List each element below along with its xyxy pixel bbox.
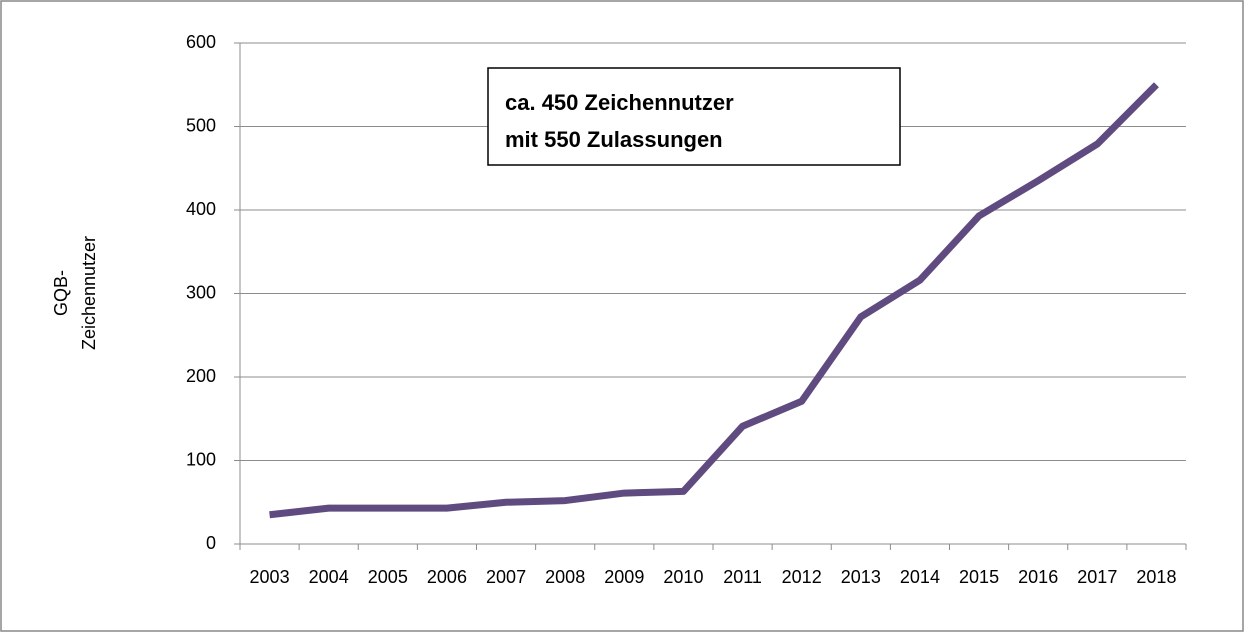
line-series bbox=[269, 82, 1159, 519]
x-tick-label: 2016 bbox=[1018, 567, 1058, 587]
x-tick-label: 2006 bbox=[427, 567, 467, 587]
y-tick-label: 100 bbox=[186, 449, 216, 469]
x-tick-label: 2011 bbox=[723, 567, 762, 587]
x-tick-label: 2009 bbox=[604, 567, 644, 587]
y-tick-label: 200 bbox=[186, 366, 216, 386]
y-tick-label: 300 bbox=[186, 282, 216, 302]
x-tick-label: 2013 bbox=[841, 567, 881, 587]
x-tick-label: 2004 bbox=[309, 567, 349, 587]
x-tick-label: 2014 bbox=[900, 567, 940, 587]
y-tick-label: 500 bbox=[186, 115, 216, 135]
x-tick-label: 2010 bbox=[663, 567, 703, 587]
plot-area: 0 100 200 300 400 500 600 2003 2004 2005 2006 2007 2… bbox=[186, 32, 1187, 587]
annotation: mit 550 Zulassungen bbox=[505, 127, 723, 152]
y-tick-label: 0 bbox=[206, 533, 216, 553]
y-tick-label: 400 bbox=[186, 199, 216, 219]
x-tick-label: 2005 bbox=[368, 567, 408, 587]
annotation: ca. 450 Zeichennutzer bbox=[505, 90, 734, 115]
annotation-box bbox=[487, 67, 901, 166]
x-tick-label: 2015 bbox=[959, 567, 999, 587]
x-tick-label: 2017 bbox=[1077, 567, 1117, 587]
y-tick-label: 600 bbox=[186, 32, 216, 52]
x-tick-label: 2018 bbox=[1136, 567, 1176, 587]
y-axis-label: Zeichennutzer bbox=[79, 236, 99, 350]
x-tick-label: 2008 bbox=[545, 567, 585, 587]
x-tick-label: 2003 bbox=[250, 567, 290, 587]
y-axis-label: GQB- bbox=[51, 270, 71, 316]
x-tick-label: 2012 bbox=[782, 567, 822, 587]
x-tick-label: 2007 bbox=[486, 567, 526, 587]
